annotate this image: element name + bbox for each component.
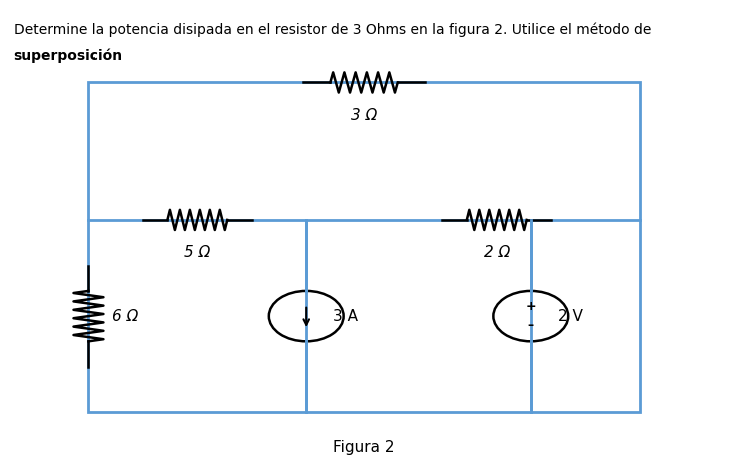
Text: 2 Ω: 2 Ω bbox=[484, 245, 510, 260]
Bar bbox=[88, 83, 640, 412]
Text: 3 Ω: 3 Ω bbox=[351, 108, 377, 123]
Text: +: + bbox=[526, 300, 536, 313]
Text: Figura 2: Figura 2 bbox=[333, 440, 395, 455]
Text: superposición: superposición bbox=[13, 48, 123, 62]
Text: Determine la potencia disipada en el resistor de 3 Ohms en la figura 2. Utilice : Determine la potencia disipada en el res… bbox=[13, 23, 651, 37]
Text: 6 Ω: 6 Ω bbox=[112, 308, 139, 324]
Text: –: – bbox=[528, 319, 534, 332]
Text: 2 V: 2 V bbox=[558, 308, 583, 324]
Text: 3 A: 3 A bbox=[333, 308, 359, 324]
Text: .: . bbox=[92, 48, 96, 62]
Text: 5 Ω: 5 Ω bbox=[184, 245, 210, 260]
